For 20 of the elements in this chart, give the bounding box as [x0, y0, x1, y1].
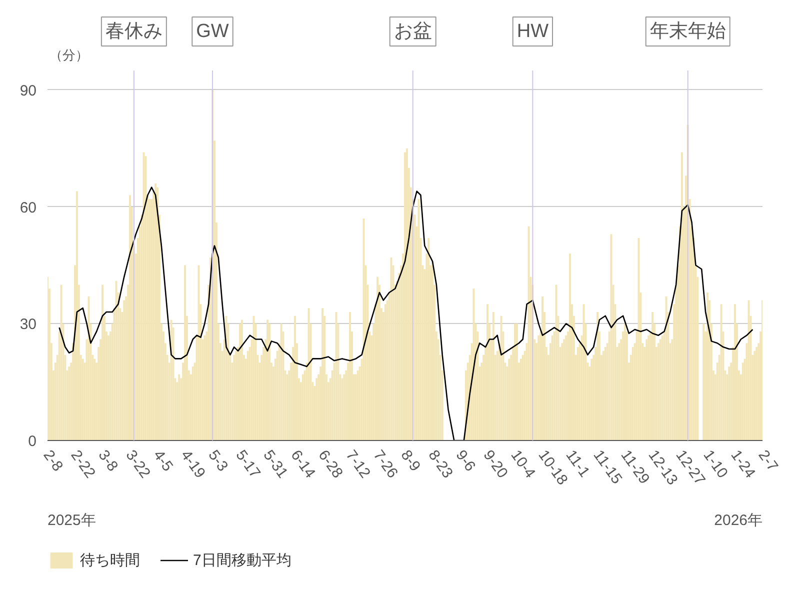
y-axis-title: （分）: [50, 48, 88, 62]
y-tick-label: 90: [20, 82, 37, 100]
ref-line-label: 年末年始: [650, 21, 726, 42]
x-tick-label: 4-5: [150, 447, 176, 475]
x-tick-label: 9-6: [452, 447, 479, 475]
x-tick-label: 8-9: [397, 447, 424, 475]
x-tick-label: 3-8: [94, 447, 122, 475]
ref-line-label: お盆: [394, 21, 432, 42]
text: 2026年: [714, 512, 763, 529]
ref-line-label: 春休み: [105, 21, 162, 42]
x-tick-label: 2-7: [754, 447, 782, 475]
text: 2025年: [48, 512, 96, 529]
y-tick-label: 60: [20, 199, 37, 216]
legend-label: 待ち時間: [80, 550, 140, 570]
y-tick-label: 0: [28, 433, 36, 450]
y-tick-label: 30: [20, 316, 37, 334]
x-tick-label: 2-8: [40, 447, 66, 475]
ref-line-label: GW: [196, 21, 229, 42]
legend-label: 7日間移動平均: [193, 550, 292, 570]
ref-line-label: HW: [516, 21, 549, 42]
